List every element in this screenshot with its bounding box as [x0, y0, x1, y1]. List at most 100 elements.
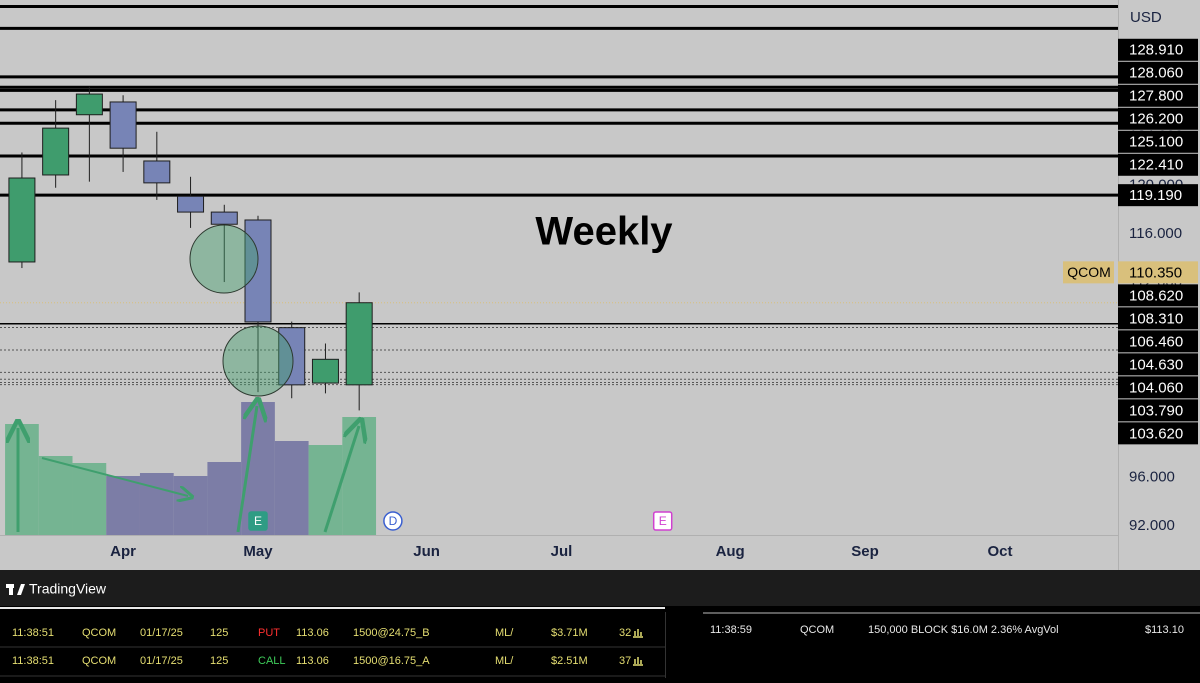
volume-bar: [5, 424, 39, 535]
tape-cell: $113.10: [1145, 624, 1184, 636]
logo: [6, 584, 25, 595]
event-label: D: [389, 514, 398, 528]
candle-body: [177, 195, 205, 213]
tape-icon: [633, 657, 643, 666]
level-label-box: [1118, 422, 1198, 445]
tape-cell: $3.71M: [551, 627, 588, 639]
volume-bar: [342, 417, 377, 535]
symbol-label: QCOM: [1067, 264, 1111, 280]
volume-bar: [173, 476, 208, 535]
volume-bar: [72, 463, 107, 535]
event-label: E: [254, 514, 262, 528]
logo-shape: [9, 584, 13, 595]
level-label-box: [1118, 353, 1198, 376]
tape-cell: 01/17/25: [140, 655, 183, 667]
tape-cell: ML/: [495, 655, 514, 667]
candles: [8, 86, 373, 411]
tape-cell: CALL: [258, 655, 286, 667]
level-label: 104.630: [1129, 356, 1183, 373]
level-label-box: [1118, 184, 1198, 207]
volume-bar: [274, 441, 309, 535]
candle-body: [109, 101, 137, 149]
level-label: 106.460: [1129, 333, 1183, 350]
tape-cell: 150,000 BLOCK $16.0M 2.36% AvgVol: [868, 624, 1059, 636]
level-label: 104.060: [1129, 379, 1183, 396]
level-label: 119.190: [1129, 187, 1182, 204]
tape-cell: 11:38:51: [12, 627, 54, 639]
candle-body: [345, 302, 373, 386]
y-tick-label: 96.000: [1129, 468, 1175, 485]
level-label: 103.620: [1129, 425, 1183, 442]
volume-bar: [139, 473, 174, 535]
level-label: 108.310: [1129, 310, 1183, 327]
event-label: E: [659, 514, 667, 528]
candle-body: [143, 160, 171, 184]
arrow: [323, 426, 359, 533]
footer: [0, 570, 1200, 606]
level-label: 128.060: [1129, 65, 1183, 82]
level-label-box: [1118, 38, 1198, 61]
candle-body: [75, 93, 103, 116]
candle-body: [8, 177, 36, 263]
highlight-circle: [222, 325, 294, 397]
volume-bar: [308, 445, 343, 535]
x-tick-label: Jul: [551, 543, 573, 560]
level-label: 108.620: [1129, 287, 1183, 304]
tape-cell: 1500@16.75_A: [353, 655, 430, 667]
tape-cell: 125: [210, 655, 228, 667]
arrow: [41, 457, 188, 496]
x-tick-label: Apr: [110, 543, 136, 560]
tape-cell: 1500@24.75_B: [353, 627, 430, 639]
level-label-box: [1118, 107, 1198, 130]
level-label: 128.910: [1129, 42, 1183, 59]
level-label-box: [1118, 153, 1198, 176]
event-marker: [383, 511, 403, 531]
event-marker: [652, 511, 673, 531]
highlight-circle: [189, 224, 259, 294]
event-marker: [248, 511, 268, 531]
x-tick-label: Jun: [413, 543, 440, 560]
level-label-box: [1118, 84, 1198, 107]
level-label-box: [1118, 130, 1198, 153]
currency: USD: [1130, 9, 1162, 26]
levels: [0, 4, 1118, 386]
symbol-tag: [1063, 261, 1114, 284]
tape-cell: QCOM: [800, 624, 834, 636]
tape-icon: [633, 629, 643, 638]
price-axis: 92.00096.000112.000116.000120.000124.000…: [1063, 38, 1198, 534]
candle-body: [311, 358, 339, 384]
x-tick-label: Aug: [716, 543, 745, 560]
level-label-box: [1118, 330, 1198, 353]
volume-bar: [38, 456, 73, 535]
tape-cell: 113.06: [296, 655, 329, 667]
tape-cell: ML/: [495, 627, 514, 639]
tape-cell: QCOM: [82, 627, 116, 639]
tape-cell: PUT: [258, 627, 280, 639]
tape: 11:38:51 QCOM 01/17/25 125 PUT 113.06 1500@24.…: [12, 624, 1184, 667]
x-tick-label: May: [243, 543, 273, 560]
x-tick-label: Sep: [851, 543, 879, 560]
candle-body: [42, 127, 70, 176]
candle-body: [210, 211, 238, 225]
brand: TradingView: [29, 581, 107, 597]
volume-bar: [106, 476, 140, 535]
x-tick-label: Oct: [987, 543, 1012, 560]
level-label-box: [1118, 399, 1198, 422]
tape-background: [0, 606, 1200, 678]
level-label-box: [1118, 284, 1198, 307]
level-label: 122.410: [1129, 157, 1183, 174]
tape-cell: 32: [619, 627, 631, 639]
tape-cell: 01/17/25: [140, 627, 183, 639]
last-price-label: 110.350: [1129, 264, 1182, 281]
last-price-box: [1118, 261, 1198, 284]
y-tick-label: 92.000: [1129, 517, 1175, 534]
arrow: [236, 406, 257, 533]
tape-cell: 125: [210, 627, 228, 639]
annotation: Weekly: [535, 210, 673, 254]
chart-background: [0, 0, 1200, 570]
tape-cell: $2.51M: [551, 655, 588, 667]
level-label: 103.790: [1129, 402, 1183, 419]
logo-shape: [17, 584, 25, 595]
